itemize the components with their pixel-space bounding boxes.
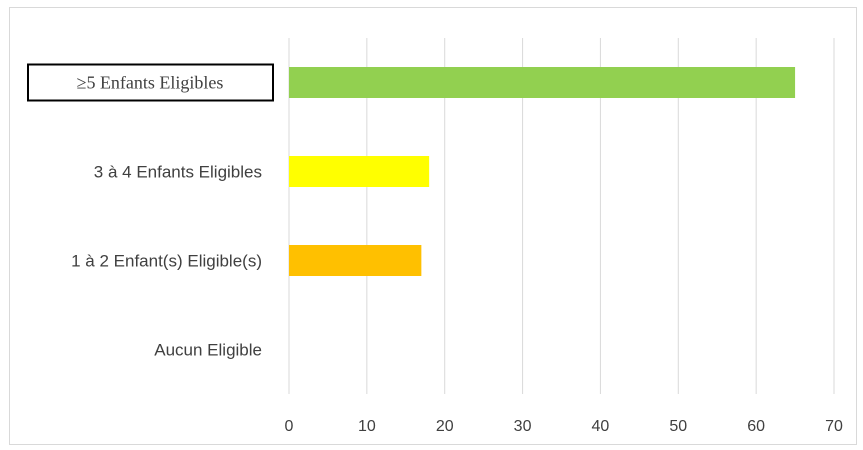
x-tick-label: 60 bbox=[747, 418, 765, 435]
category-label: 3 à 4 Enfants Eligibles bbox=[94, 163, 262, 182]
x-tick-label: 50 bbox=[669, 418, 687, 435]
bars bbox=[289, 67, 796, 276]
bar-2 bbox=[289, 245, 422, 276]
category-label: ≥5 Enfants Eligibles bbox=[77, 73, 224, 93]
bar-0 bbox=[289, 67, 796, 98]
x-tick-label: 10 bbox=[358, 418, 376, 435]
x-tick-label: 70 bbox=[825, 418, 843, 435]
category-label: Aucun Eligible bbox=[154, 341, 262, 360]
x-tick-label: 20 bbox=[436, 418, 454, 435]
bar-1 bbox=[289, 156, 430, 187]
x-tick-label: 0 bbox=[285, 418, 294, 435]
category-label: 1 à 2 Enfant(s) Eligible(s) bbox=[71, 252, 262, 271]
x-tick-labels: 0 10 20 30 40 50 60 70 bbox=[285, 418, 843, 435]
x-tick-label: 30 bbox=[514, 418, 532, 435]
x-tick-label: 40 bbox=[592, 418, 610, 435]
category-label-box bbox=[27, 63, 274, 102]
category-labels: ≥5 Enfants Eligibles 3 à 4 Enfants Eligib… bbox=[27, 63, 274, 360]
